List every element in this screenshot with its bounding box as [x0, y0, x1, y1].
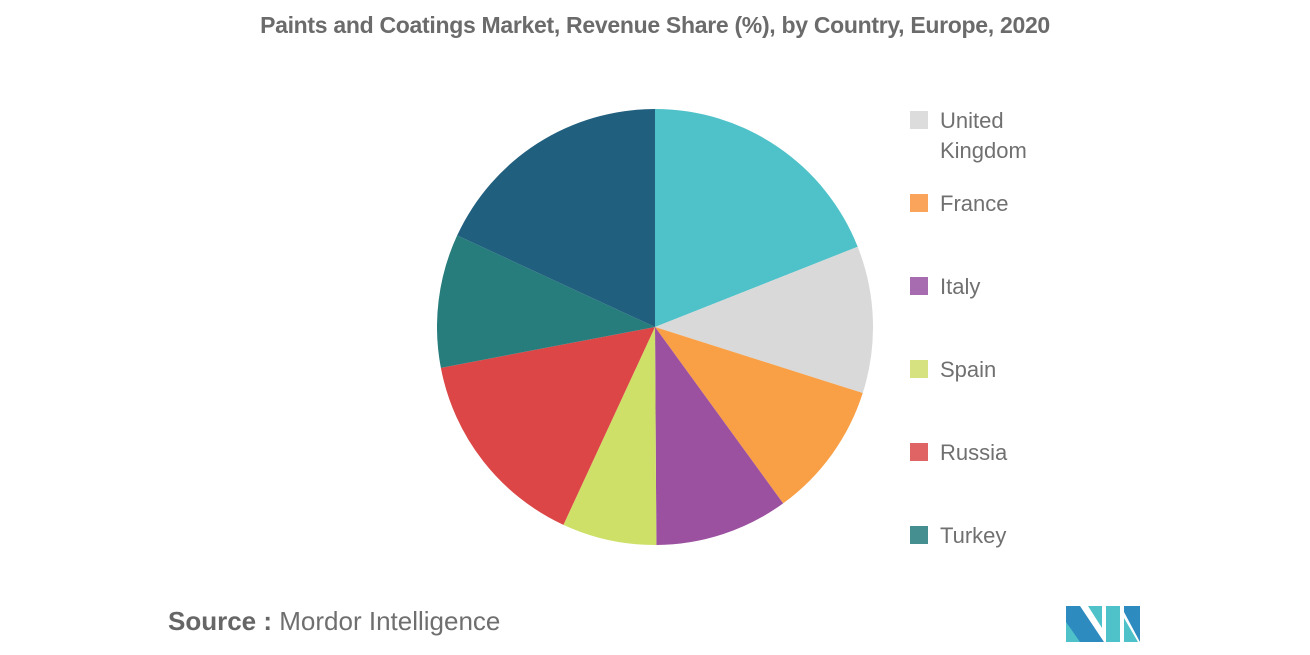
legend-swatch — [910, 443, 928, 461]
legend-label: France — [940, 191, 1009, 216]
logo-icon — [1066, 606, 1140, 642]
legend-label: Russia — [940, 440, 1008, 465]
pie-slice-spain — [563, 327, 657, 545]
legend-item-turkey: Turkey — [910, 521, 1060, 551]
pie-chart — [437, 109, 873, 545]
legend-swatch — [910, 194, 928, 212]
legend-swatch — [910, 111, 928, 129]
legend-item-united-kingdom: United Kingdom — [910, 106, 1060, 166]
source-value: Mordor Intelligence — [279, 606, 501, 636]
legend-item-spain: Spain — [910, 355, 1060, 385]
pie-slice-turkey — [437, 235, 655, 368]
legend-label-line1: United — [940, 108, 1004, 133]
legend-label: United Kingdom — [940, 106, 1060, 166]
pie-slice-united-kingdom — [655, 246, 873, 394]
legend-label: Spain — [940, 357, 997, 382]
legend-item-italy: Italy — [910, 272, 1060, 302]
source-label: Source : — [168, 606, 273, 636]
mordor-intelligence-logo — [1066, 604, 1142, 644]
legend-label-line2: Kingdom — [940, 138, 1027, 163]
source-attribution: Source : Mordor Intelligence — [168, 606, 500, 637]
pie-svg — [437, 109, 873, 545]
legend-label: Turkey — [940, 523, 1007, 548]
legend-label: Italy — [940, 274, 981, 299]
legend-swatch — [910, 526, 928, 544]
pie-slice-7 — [457, 109, 655, 327]
legend-swatch — [910, 360, 928, 378]
chart-title: Paints and Coatings Market, Revenue Shar… — [260, 12, 1050, 38]
pie-slice-russia — [440, 327, 655, 525]
legend-item-france: France — [910, 189, 1060, 219]
pie-slice-0 — [655, 109, 858, 327]
pie-slice-italy — [655, 327, 784, 545]
legend-item-russia: Russia — [910, 438, 1060, 468]
pie-slice-france — [655, 327, 863, 504]
legend-swatch — [910, 277, 928, 295]
